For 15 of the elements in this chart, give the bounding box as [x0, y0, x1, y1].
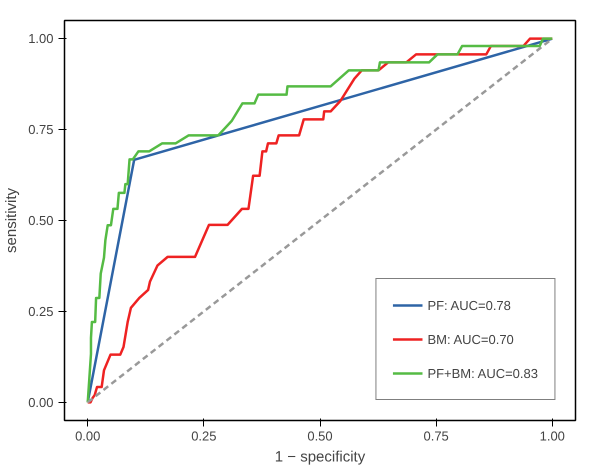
x-tick-label: 0.00 — [75, 428, 100, 444]
x-tick-label: 0.75 — [423, 428, 449, 444]
legend-label: PF+BM: AUC=0.83 — [427, 366, 538, 380]
y-tick-label: 0.00 — [28, 394, 54, 410]
x-tick-label: 1.00 — [540, 428, 565, 444]
x-tick-label: 0.25 — [191, 428, 217, 444]
legend-label: BM: AUC=0.70 — [427, 332, 514, 346]
x-tick-label: 0.50 — [307, 428, 333, 444]
legend-label: PF: AUC=0.78 — [427, 298, 511, 312]
y-tick-label: 0.75 — [28, 122, 54, 138]
y-axis-title: sensitivity — [3, 187, 20, 254]
y-tick-label: 1.00 — [28, 31, 54, 46]
y-tick-label: 0.25 — [28, 304, 54, 319]
x-axis-title: 1 − specificity — [274, 448, 366, 466]
y-tick-label: 0.50 — [28, 213, 54, 228]
